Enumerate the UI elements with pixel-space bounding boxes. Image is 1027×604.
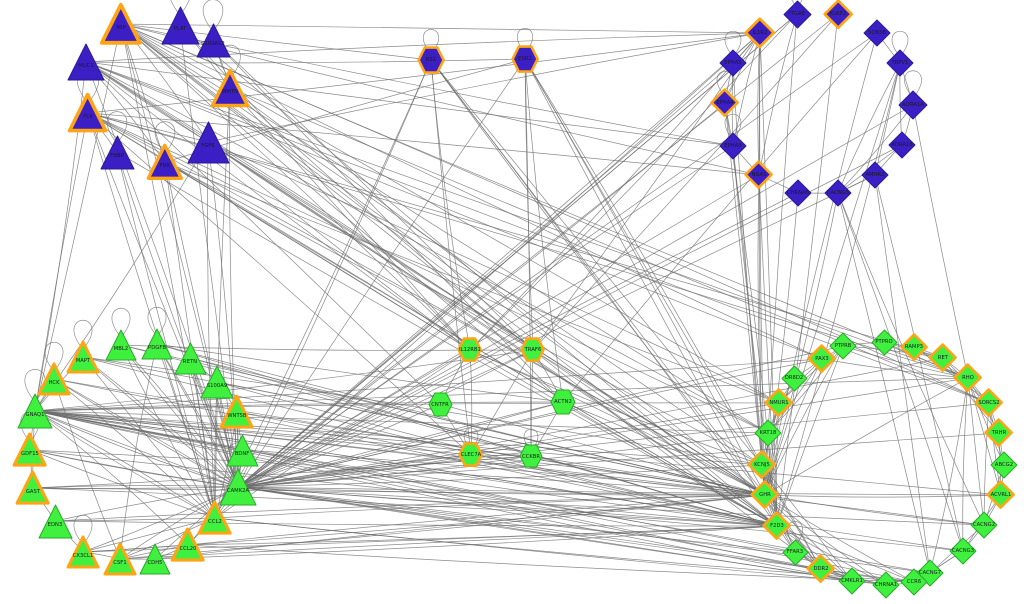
network-node-mbl2[interactable]: MBL2 <box>104 328 138 362</box>
network-node-amhr2[interactable]: AMHR2 <box>860 160 890 190</box>
network-node-cx3cl1[interactable]: CX3CL1 <box>64 533 102 571</box>
diamond-node-icon <box>718 63 748 82</box>
network-node-epha4[interactable]: EPHA4 <box>708 86 741 119</box>
network-node-cacng5[interactable]: CACNG5 <box>823 178 853 208</box>
diamond-node-icon <box>708 105 741 124</box>
hexagon-node-icon <box>415 61 447 80</box>
network-node-ptpro[interactable]: PTPRO <box>870 328 899 357</box>
diamond-node-icon <box>899 582 929 601</box>
hexagon-node-icon <box>455 350 484 369</box>
diamond-node-icon <box>898 348 930 367</box>
network-node-chrna6[interactable]: CHRNA6 <box>783 178 813 208</box>
triangle-node-icon <box>186 150 231 169</box>
diamond-node-icon <box>871 585 901 604</box>
triangle-node-icon <box>140 346 174 365</box>
network-node-cckbr[interactable]: CCKBR <box>518 443 544 469</box>
network-node-il12rb1[interactable]: IL12RB1 <box>455 335 484 364</box>
diamond-node-icon <box>870 342 899 361</box>
network-node-fgf6[interactable]: FGF6 <box>186 120 231 165</box>
triangle-node-icon <box>138 561 172 580</box>
network-node-frk[interactable]: FRK <box>144 141 186 183</box>
network-node-ngas[interactable]: NGAS <box>742 158 775 191</box>
network-node-epha3[interactable]: EPHA3 <box>718 131 748 161</box>
network-node-gnaq1[interactable]: GNAQ1 <box>16 392 54 430</box>
network-node-trhr[interactable]: TRHR <box>982 416 1015 449</box>
network-node-mip[interactable]: MIP <box>97 0 145 48</box>
network-node-pax3[interactable]: PAX3 <box>805 342 838 375</box>
network-node-cmklr1[interactable]: CMKLR1 <box>837 566 867 596</box>
network-node-trpv1[interactable]: TRPV1 <box>885 48 915 78</box>
triangle-node-icon <box>101 563 139 582</box>
network-node-ccr6[interactable]: CCR6 <box>899 567 929 597</box>
diamond-node-icon <box>885 63 915 82</box>
network-node-clec7a[interactable]: CLEC7A <box>456 440 485 469</box>
triangle-node-icon <box>66 67 106 86</box>
hexagon-node-icon <box>518 350 547 369</box>
network-node-epha5[interactable]: EPHA5 <box>718 48 748 78</box>
diamond-node-icon <box>823 193 853 212</box>
network-node-krt18[interactable]: KRT18 <box>753 418 783 448</box>
network-node-chrna1[interactable]: CHRNA1 <box>871 570 901 600</box>
network-node-cntfr[interactable]: CNTFR <box>427 391 454 418</box>
hexagon-node-icon <box>509 60 541 79</box>
network-node-ccl20[interactable]: CCL20 <box>168 525 207 564</box>
diamond-node-icon <box>782 15 813 34</box>
hexagon-node-icon <box>456 455 485 474</box>
triangle-node-icon <box>99 156 136 175</box>
network-node-csf1[interactable]: CSF1 <box>101 540 139 578</box>
network-node-actn2[interactable]: ACTN2 <box>549 388 577 416</box>
network-node-scn3b[interactable]: SCN3B <box>862 18 892 48</box>
network-node-ghr[interactable]: GHR <box>748 478 781 511</box>
network-node-flx[interactable]: FLX <box>65 90 110 135</box>
network-node-s100a12[interactable]: S100A12 <box>195 22 232 59</box>
network-node-bdnf[interactable]: BDNF <box>225 433 260 468</box>
network-node-wnt5b[interactable]: WNT5B <box>217 392 256 431</box>
network-node-il1r2[interactable]: IL1R2 <box>742 15 778 51</box>
network-node-traf6[interactable]: TRAF6 <box>518 335 547 364</box>
hexagon-node-icon <box>518 454 544 473</box>
network-node-fnbp[interactable]: FNBP <box>99 134 136 171</box>
hexagon-node-icon <box>427 403 454 422</box>
network-node-itga8[interactable]: ITGA8 <box>782 0 813 30</box>
diamond-node-icon <box>948 551 978 570</box>
network-node-esr2[interactable]: ESR2 <box>509 43 541 75</box>
network-node-ddr2[interactable]: DDR2 <box>804 552 837 585</box>
diamond-node-icon <box>887 145 917 164</box>
network-node-kcnj5[interactable]: KCNJ5 <box>745 448 778 481</box>
network-node-klrf2[interactable]: KLRF2 <box>821 0 855 31</box>
network-node-abcg2[interactable]: ABCG2 <box>989 450 1019 480</box>
network-node-adra1a[interactable]: ADRA1A <box>897 89 929 121</box>
triangle-node-icon <box>168 550 207 569</box>
network-node-nmur1[interactable]: NMUR1 <box>762 386 795 419</box>
network-node-adra1b[interactable]: ADRA1B <box>887 130 917 160</box>
hexagon-node-icon <box>549 401 577 420</box>
network-node-pdgfb[interactable]: PDGFB <box>140 327 174 361</box>
diamond-node-icon <box>742 177 775 196</box>
network-node-cacng3[interactable]: CACNG3 <box>948 536 978 566</box>
network-node-muc1[interactable]: MUC1 <box>66 42 106 82</box>
network-node-rs1[interactable]: RS1 <box>415 44 447 76</box>
diamond-node-icon <box>897 106 929 125</box>
diamond-node-icon <box>860 175 890 194</box>
network-node-mmtn[interactable]: MMTN <box>208 66 252 110</box>
network-node-acvrl1[interactable]: ACVRL1 <box>984 478 1017 511</box>
triangle-node-icon <box>64 556 102 575</box>
network-node-ramp3[interactable]: RAMP3 <box>898 331 930 363</box>
triangle-node-icon <box>208 95 252 114</box>
diamond-node-icon <box>804 571 837 590</box>
diamond-node-icon <box>821 16 855 35</box>
triangle-node-icon <box>144 168 186 187</box>
network-node-sorcs2[interactable]: SORCS2 <box>972 386 1005 419</box>
diamond-node-icon <box>837 581 867 600</box>
triangle-node-icon <box>195 44 232 63</box>
diamond-node-icon <box>805 361 838 380</box>
network-node-gdf15[interactable]: GDF15 <box>10 430 49 469</box>
triangle-node-icon <box>104 347 138 366</box>
diamond-node-icon <box>783 193 813 212</box>
network-node-cdh5[interactable]: CDH5 <box>138 542 172 576</box>
